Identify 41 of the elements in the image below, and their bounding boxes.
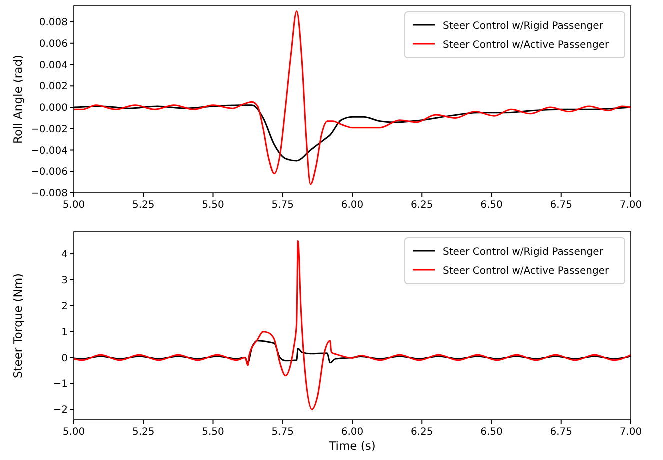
y-tick-label: 2 [62,301,68,312]
x-tick-label: 6.25 [410,427,434,438]
x-tick-label: 6.50 [480,427,503,438]
x-tick-label: 5.00 [62,427,86,438]
x-tick-label: 5.75 [272,427,294,438]
x-tick-label: 5.75 [272,200,294,211]
legend-label: Steer Control w/Rigid Passenger [443,21,604,32]
x-tick-label: 6.00 [341,427,364,438]
x-tick-label: 6.00 [341,200,364,211]
x-tick-label: 6.50 [480,200,503,211]
y-tick-label: 0.008 [39,18,68,29]
x-tick-label: 6.25 [410,200,434,211]
x-tick-label: 5.25 [132,200,155,211]
y-tick-label: 0.002 [39,82,68,93]
x-tick-label: 6.75 [550,200,573,211]
legend-label: Steer Control w/Active Passenger [443,266,610,277]
y-tick-label: 4 [62,250,68,261]
x-tick-label: 5.00 [62,200,86,211]
x-tick-label: 7.00 [620,200,642,211]
y-tick-label: 0.004 [39,60,68,72]
y-tick-label: −0.004 [30,146,68,157]
y-tick-label: 0.006 [39,38,68,50]
y-tick-label: 0 [62,353,68,364]
y-tick-label: 0.000 [39,103,68,114]
y-tick-label: 3 [62,275,68,286]
x-tick-label: 5.50 [202,200,224,211]
y-axis-title: Steer Torque (Nm) [11,273,25,379]
y-tick-label: −1 [53,379,68,390]
legend-label: Steer Control w/Active Passenger [443,40,610,51]
x-tick-label: 7.00 [620,427,642,438]
y-tick-label: 1 [62,327,68,338]
x-tick-label: 6.75 [550,427,573,438]
x-axis-title: Time (s) [328,439,376,453]
x-tick-label: 5.25 [132,427,155,438]
legend-label: Steer Control w/Rigid Passenger [443,247,604,258]
y-tick-label: −2 [53,405,68,416]
y-tick-label: −0.008 [30,188,68,200]
y-tick-label: −0.002 [30,124,68,136]
x-tick-label: 5.50 [202,427,224,438]
y-axis-title: Roll Angle (rad) [11,55,25,144]
y-tick-label: −0.006 [30,167,68,178]
